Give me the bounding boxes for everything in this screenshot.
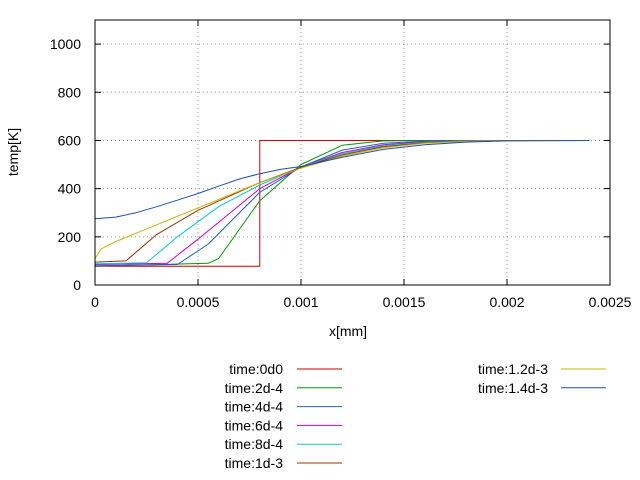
legend-label: time:1.4d-3 [478, 380, 548, 396]
series-line [94, 140, 590, 267]
x-tick-label: 0 [91, 294, 99, 310]
y-tick-label: 0 [73, 277, 81, 293]
legend-label: time:4d-4 [225, 399, 284, 415]
y-axis-label: temp[K] [5, 128, 21, 176]
series-line [94, 140, 590, 259]
grid-lines [95, 20, 610, 285]
legend-label: time:6d-4 [225, 417, 284, 433]
x-axis-label: x[mm] [329, 323, 367, 339]
legend-label: time:1.2d-3 [478, 361, 548, 377]
y-tick-label: 200 [58, 229, 82, 245]
y-tick-label: 400 [58, 181, 82, 197]
series-line [94, 140, 590, 265]
x-tick-label: 0.001 [283, 294, 318, 310]
legend-label: time:0d0 [229, 361, 283, 377]
y-tick-label: 600 [58, 132, 82, 148]
legend: time:0d0 time:2d-4 time:4d-4 time:6d-4 time:… [225, 361, 606, 471]
y-tick-label: 1000 [50, 36, 81, 52]
y-tick-label: 800 [58, 84, 82, 100]
x-tick-label: 0.0025 [589, 294, 632, 310]
series-line [95, 140, 590, 267]
legend-label: time:1d-3 [225, 455, 284, 471]
legend-label: time:8d-4 [225, 436, 284, 452]
plot-frame [94, 19, 611, 286]
series-lines [94, 140, 590, 267]
x-tick-label: 0.0005 [177, 294, 220, 310]
x-tick-label: 0.002 [489, 294, 524, 310]
series-line [94, 140, 590, 220]
x-tick-label: 0.0015 [383, 294, 426, 310]
legend-label: time:2d-4 [225, 380, 284, 396]
